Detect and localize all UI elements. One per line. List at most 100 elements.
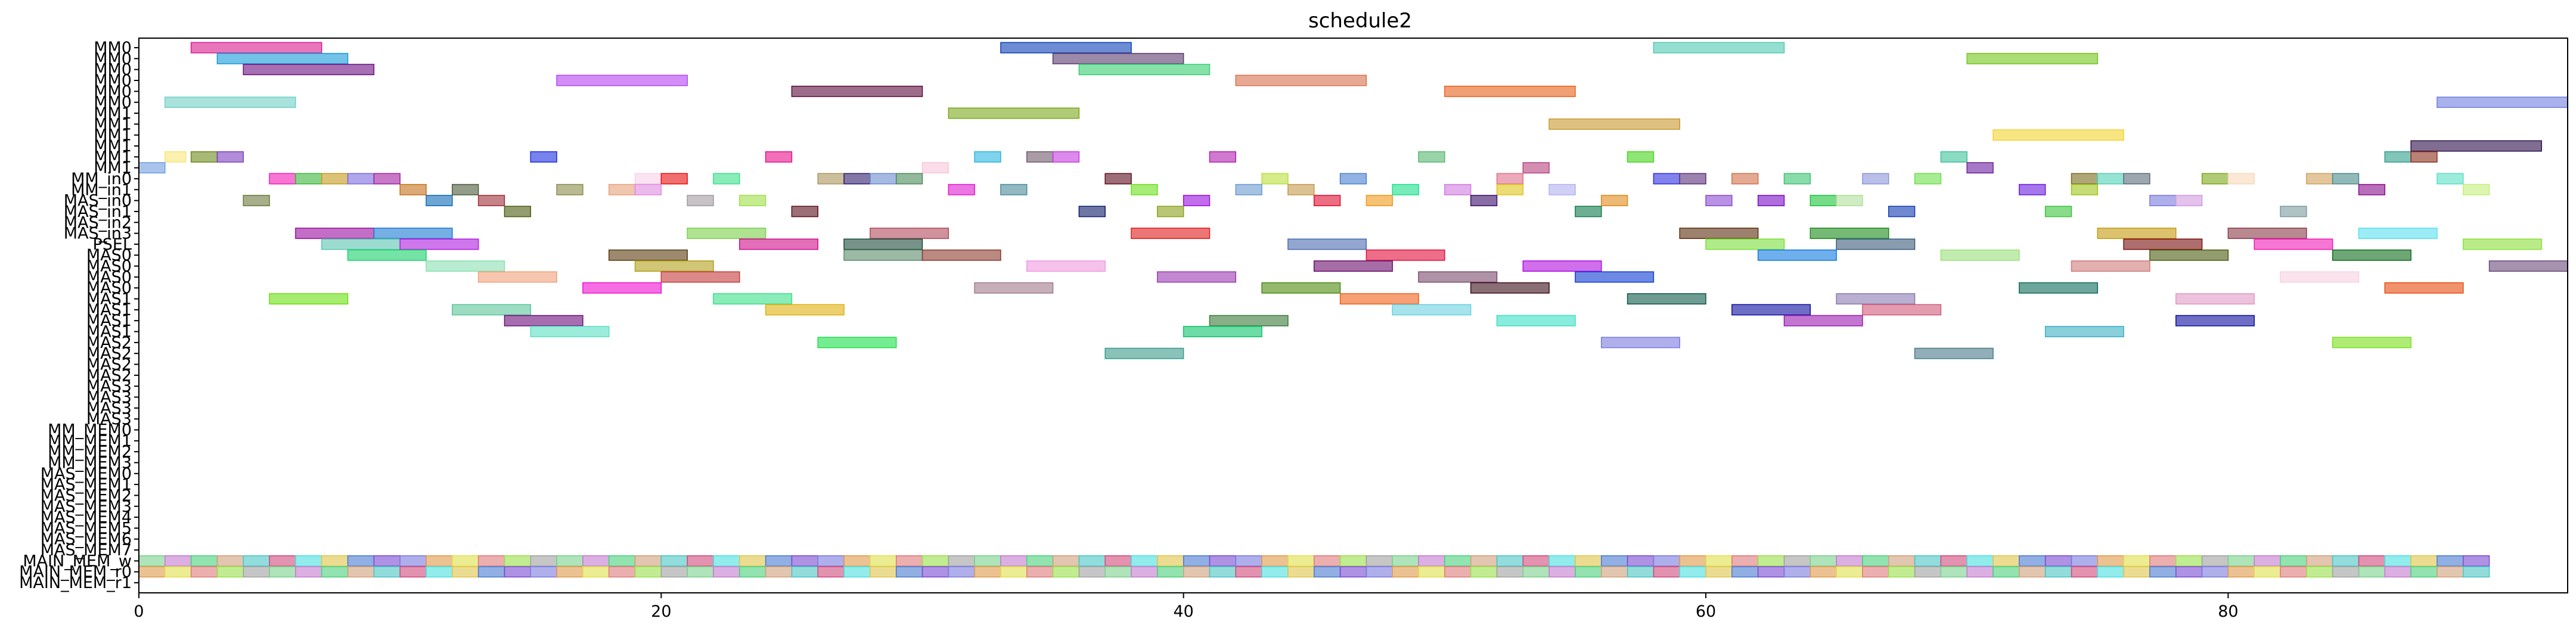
memory-cell (477, 566, 505, 578)
memory-cell (895, 555, 923, 567)
memory-cell (399, 555, 427, 567)
task-bar (426, 195, 453, 207)
memory-cell (765, 555, 793, 567)
task-bar (1183, 195, 1211, 207)
memory-cell (2306, 555, 2333, 567)
y-tick-label: MAS2 (86, 366, 132, 385)
y-tick-label: MAS_in0 (64, 192, 132, 210)
task-bar (1470, 195, 1498, 207)
task-bar (216, 52, 349, 64)
memory-cell (1000, 566, 1028, 578)
task-bar (165, 151, 187, 163)
task-bar (1078, 64, 1211, 76)
y-tick-label: MAS0 (86, 257, 132, 276)
task-bar (2384, 151, 2411, 163)
memory-cell (582, 566, 610, 578)
task-bar (2123, 238, 2203, 250)
memory-cell (2044, 566, 2072, 578)
y-tick-label: MAS_in3 (64, 225, 132, 243)
memory-cell (373, 555, 401, 567)
memory-cell (1914, 566, 1942, 578)
memory-cell (347, 555, 375, 567)
memory-cell (634, 555, 662, 567)
memory-cell (2071, 555, 2099, 567)
memory-cell (1287, 566, 1315, 578)
task-bar (1627, 293, 1706, 305)
memory-cell (1392, 566, 1419, 578)
task-bar (1365, 249, 1445, 261)
task-bar (269, 293, 349, 305)
task-bar (295, 228, 375, 240)
task-bar (1966, 162, 1994, 174)
task-bar (870, 173, 897, 185)
task-bar (1888, 206, 1916, 217)
y-tick-label: MAS_MEM5 (41, 519, 132, 537)
memory-cell (452, 555, 479, 567)
task-bar (1705, 238, 1785, 250)
task-bar (1783, 315, 1863, 327)
task-bar (1052, 151, 1080, 163)
y-tick-label: MAS_MEM0 (41, 465, 132, 483)
memory-cell (556, 555, 584, 567)
task-bar (1731, 304, 1811, 316)
task-bar (608, 184, 636, 195)
task-bar (1836, 238, 1916, 250)
y-tick-label: MAS_MEM3 (41, 498, 132, 516)
memory-cell (1992, 566, 2020, 578)
memory-cell (1026, 555, 1054, 567)
task-bar (2149, 195, 2177, 207)
task-bar (2280, 206, 2307, 217)
memory-cell (556, 566, 584, 578)
task-bar (2019, 282, 2099, 294)
memory-cell (2254, 566, 2281, 578)
memory-cell (1731, 566, 1759, 578)
plot-frame (138, 38, 2568, 593)
memory-cell (2462, 555, 2490, 567)
y-tick-label: MAS3 (86, 399, 132, 418)
memory-cell (2149, 566, 2177, 578)
y-tick-label: MAS2 (86, 344, 132, 363)
task-bar (1601, 195, 1628, 207)
memory-cell (870, 566, 897, 578)
memory-cell (2123, 566, 2150, 578)
task-bar (452, 184, 479, 195)
memory-cell (1548, 555, 1576, 567)
task-bar (713, 293, 793, 305)
memory-cell (1522, 555, 1550, 567)
task-bar (347, 249, 427, 261)
y-tick-label: MM1 (94, 137, 132, 156)
task-bar (1836, 293, 1916, 305)
task-bar (1314, 260, 1393, 272)
task-bar (2175, 195, 2203, 207)
task-bar (2071, 173, 2099, 185)
memory-cell (1392, 555, 1419, 567)
memory-cell (2123, 555, 2150, 567)
memory-cell (843, 566, 871, 578)
memory-cell (1235, 555, 1262, 567)
memory-cell (921, 566, 949, 578)
task-bar (1731, 173, 1759, 185)
memory-cell (2044, 555, 2072, 567)
task-bar (1339, 173, 1367, 185)
memory-cell (2462, 566, 2490, 578)
task-bar (216, 151, 244, 163)
task-bar (1810, 195, 1837, 207)
memory-cell (1209, 566, 1237, 578)
memory-cell (1679, 566, 1706, 578)
memory-cell (2175, 566, 2203, 578)
memory-cell (216, 555, 244, 567)
task-bar (1104, 173, 1132, 185)
task-bar (477, 271, 557, 283)
memory-cell (1078, 566, 1106, 578)
memory-cell (1261, 555, 1289, 567)
memory-cell (1757, 566, 1785, 578)
y-tick-label: MAS2 (86, 334, 132, 352)
y-tick-label: MAIN_MEM_r0 (19, 563, 132, 582)
task-bar (347, 173, 375, 185)
task-bar (687, 195, 714, 207)
memory-cell (660, 555, 688, 567)
task-bar (165, 97, 296, 108)
memory-cell (1940, 566, 1967, 578)
task-bar (2044, 206, 2072, 217)
task-bar (843, 249, 923, 261)
